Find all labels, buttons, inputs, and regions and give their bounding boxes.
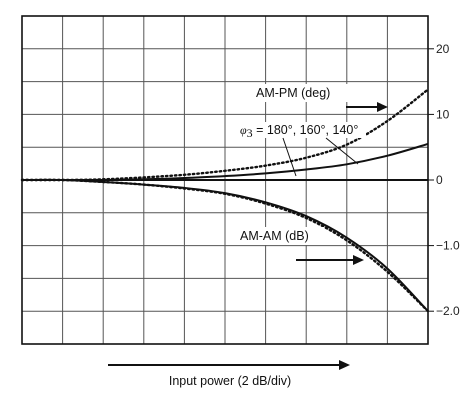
phase-leader-2 xyxy=(325,137,359,165)
x-axis-label: Input power (2 dB/div) xyxy=(169,374,291,388)
phase-values: = 180°, 160°, 140° xyxy=(253,123,359,137)
series-line-3 xyxy=(20,178,430,313)
right-axis-ticks: 20 10 0 −1.0 −2.0 xyxy=(428,42,460,318)
phase-symbol: φ xyxy=(240,123,247,137)
phase-label: φ3 = 180°, 160°, 140° xyxy=(240,123,358,140)
tick-label-0: 20 xyxy=(436,42,450,56)
phase-subscript: 3 xyxy=(247,126,253,140)
tick-label-1: 10 xyxy=(436,107,450,121)
tick-label-3: −1.0 xyxy=(436,239,460,253)
am-pm-label-bg xyxy=(252,84,348,102)
am-pm-label: AM-PM (deg) xyxy=(256,86,330,100)
tick-label-2: 0 xyxy=(436,173,443,187)
phase-leader-1 xyxy=(282,137,297,177)
am-am-arrowhead xyxy=(353,255,364,265)
x-axis-arrowhead xyxy=(339,360,350,370)
am-am-label: AM-AM (dB) xyxy=(240,229,309,243)
am-am-label-bg xyxy=(236,227,324,245)
phase-label-bg xyxy=(236,122,366,138)
tick-label-4: −2.0 xyxy=(436,304,460,318)
am-pm-arrowhead xyxy=(377,102,388,112)
